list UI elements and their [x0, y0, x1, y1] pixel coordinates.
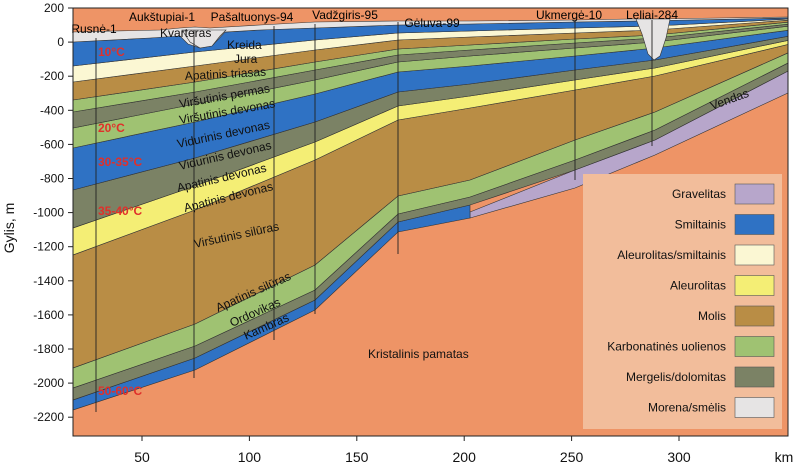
legend-swatch — [734, 397, 775, 418]
legend-box — [583, 174, 782, 429]
legend-item-label: Molis — [698, 309, 726, 323]
y-tick-label: -400 — [40, 103, 64, 117]
layer-label-kristalinis-pamatas: Kristalinis pamatas — [368, 347, 469, 361]
y-tick-label: -200 — [40, 69, 64, 83]
legend-swatch — [734, 366, 775, 388]
legend-swatch — [734, 214, 775, 235]
y-axis-title: Gylis, m — [1, 203, 17, 254]
x-tick-label: 50 — [134, 449, 150, 465]
well-label: Aukštupiai-1 — [129, 10, 195, 24]
layer-label-apatinis-triasas: Apatinis triasas — [184, 65, 266, 83]
well-label: Ukmergė-10 — [536, 8, 602, 22]
x-tick-label: 200 — [453, 449, 477, 465]
temperature-label: 20°C — [98, 121, 125, 135]
x-tick-label: 300 — [667, 449, 691, 465]
well-label: Rusnė-1 — [71, 22, 117, 36]
legend-item-label: Mergelis/dolomitas — [626, 370, 726, 384]
legend-item-label: Karbonatinės uolienos — [607, 340, 726, 354]
legend: Gravelitas Smiltainis Aleurolitas/smiltain… — [583, 174, 782, 429]
temperature-label: 50-60°C — [98, 384, 142, 398]
y-tick-label: 200 — [44, 1, 64, 15]
boreholes — [95, 20, 653, 412]
legend-item-label: Aleurolitas — [670, 279, 726, 293]
y-tick-label: -1800 — [33, 342, 64, 356]
well-label: Pašaltuonys-94 — [211, 10, 294, 24]
legend-swatch — [734, 244, 775, 266]
x-axis-unit: km — [775, 449, 794, 465]
well-label: Leliai-284 — [626, 8, 678, 22]
y-tick-label: -600 — [40, 137, 64, 151]
legend-swatch — [734, 305, 775, 327]
plot-frame — [72, 7, 789, 437]
legend-item-label: Aleurolitas/smiltainis — [617, 248, 726, 262]
legend-item-label: Smiltainis — [675, 218, 726, 232]
layer-label-kreida: Kreida — [227, 38, 262, 52]
x-tick-label: 250 — [560, 449, 584, 465]
temperature-labels: 10°C 20°C 30-35°C 35-40°C 50-60°C — [98, 45, 142, 398]
legend-item-label: Gravelitas — [672, 187, 726, 201]
leliai-valley — [635, 18, 671, 61]
y-tick-label: -2200 — [33, 410, 64, 424]
y-axis: 200 0 -200 -400 -600 -800 -1000 -1200 -1400 -1600… — [33, 1, 73, 424]
temperature-label: 35-40°C — [98, 204, 142, 218]
aukstupiai-valley — [181, 29, 227, 49]
y-tick-label: -1400 — [33, 274, 64, 288]
well-labels: Rusnė-1 Aukštupiai-1 Pašaltuonys-94 Vadž… — [71, 8, 678, 36]
x-axis: 50 100 150 200 250 300 — [134, 436, 691, 465]
layer-label-kvarteras: Kvarteras — [160, 26, 211, 40]
well-label: Vadžgiris-95 — [312, 8, 378, 22]
temperature-label: 30-35°C — [98, 155, 142, 169]
y-tick-label: -2000 — [33, 376, 64, 390]
y-tick-label: -1200 — [33, 240, 64, 254]
y-tick-label: -1000 — [33, 206, 64, 220]
y-tick-label: 0 — [57, 35, 64, 49]
x-tick-label: 150 — [345, 449, 369, 465]
legend-swatch — [734, 183, 775, 205]
layer-label-jura: Jura — [234, 52, 258, 66]
y-tick-label: -800 — [40, 172, 64, 186]
legend-item-label: Morena/smėlis — [648, 401, 726, 415]
well-label: Gėluva-99 — [404, 16, 460, 30]
legend-swatch — [734, 275, 775, 296]
x-tick-label: 100 — [238, 449, 262, 465]
legend-swatch — [734, 336, 775, 357]
y-tick-label: -1600 — [33, 308, 64, 322]
temperature-label: 10°C — [98, 45, 125, 59]
